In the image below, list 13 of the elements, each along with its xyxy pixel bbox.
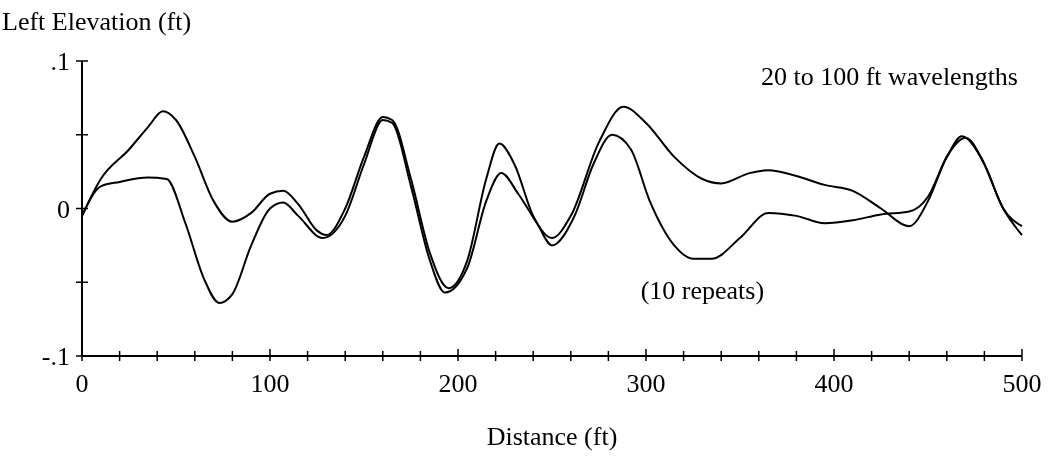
annotation: (10 repeats) — [640, 275, 765, 305]
x-tick-label: 400 — [814, 369, 854, 398]
annotation: 20 to 100 ft wavelengths — [760, 62, 1018, 91]
x-tick-label: 300 — [626, 369, 666, 398]
x-tick-label: 200 — [438, 369, 478, 398]
y-tick-label: .1 — [50, 47, 70, 77]
y-axis-title: Left Elevation (ft) — [2, 7, 192, 36]
x-axis-title: Distance (ft) — [486, 422, 618, 451]
y-tick-label: 0 — [57, 194, 70, 224]
x-tick-label: 0 — [75, 369, 89, 398]
x-tick-label: 500 — [1002, 369, 1042, 398]
y-tick-label: -.1 — [41, 342, 70, 372]
x-tick-label: 100 — [250, 369, 290, 398]
